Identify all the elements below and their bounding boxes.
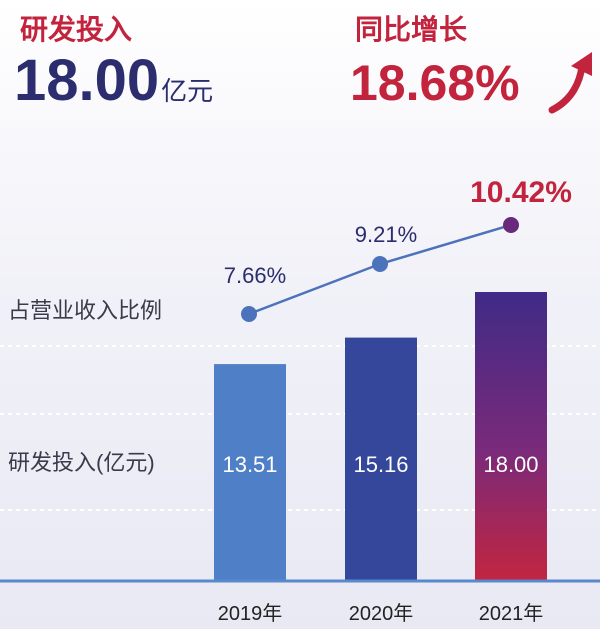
- row-label-ratio: 占营业收入比例: [8, 298, 162, 323]
- rd-investment-label: 研发投入: [20, 14, 133, 45]
- bar-value-label: 18.00: [483, 452, 538, 477]
- rd-investment-value: 18.00亿元: [14, 52, 213, 110]
- x-tick-label: 2021年: [479, 602, 544, 625]
- ratio-value-label: 7.66%: [224, 263, 286, 288]
- bar-2020年: [345, 337, 417, 581]
- x-tick-label: 2019年: [218, 602, 283, 625]
- yoy-growth-label: 同比增长: [355, 14, 468, 45]
- bar-2021年: [475, 292, 547, 581]
- bar-value-label: 13.51: [222, 452, 277, 477]
- rd-investment-number: 18.00: [14, 48, 160, 113]
- yoy-growth-value: 18.68%: [350, 55, 520, 111]
- bar-value-label: 15.16: [353, 452, 408, 477]
- x-tick-label: 2020年: [349, 602, 414, 625]
- ratio-point: [241, 306, 257, 322]
- ratio-value-label: 9.21%: [355, 222, 417, 247]
- rd-investment-unit: 亿元: [161, 76, 214, 106]
- row-label-rd-amount: 研发投入(亿元): [8, 450, 155, 475]
- bar-2019年: [214, 364, 286, 581]
- growth-up-arrow-icon: [548, 62, 586, 114]
- ratio-value-label: 10.42%: [470, 176, 572, 209]
- growth-arrow-head-icon: [571, 52, 592, 76]
- ratio-point: [503, 217, 519, 233]
- ratio-point: [372, 256, 388, 273]
